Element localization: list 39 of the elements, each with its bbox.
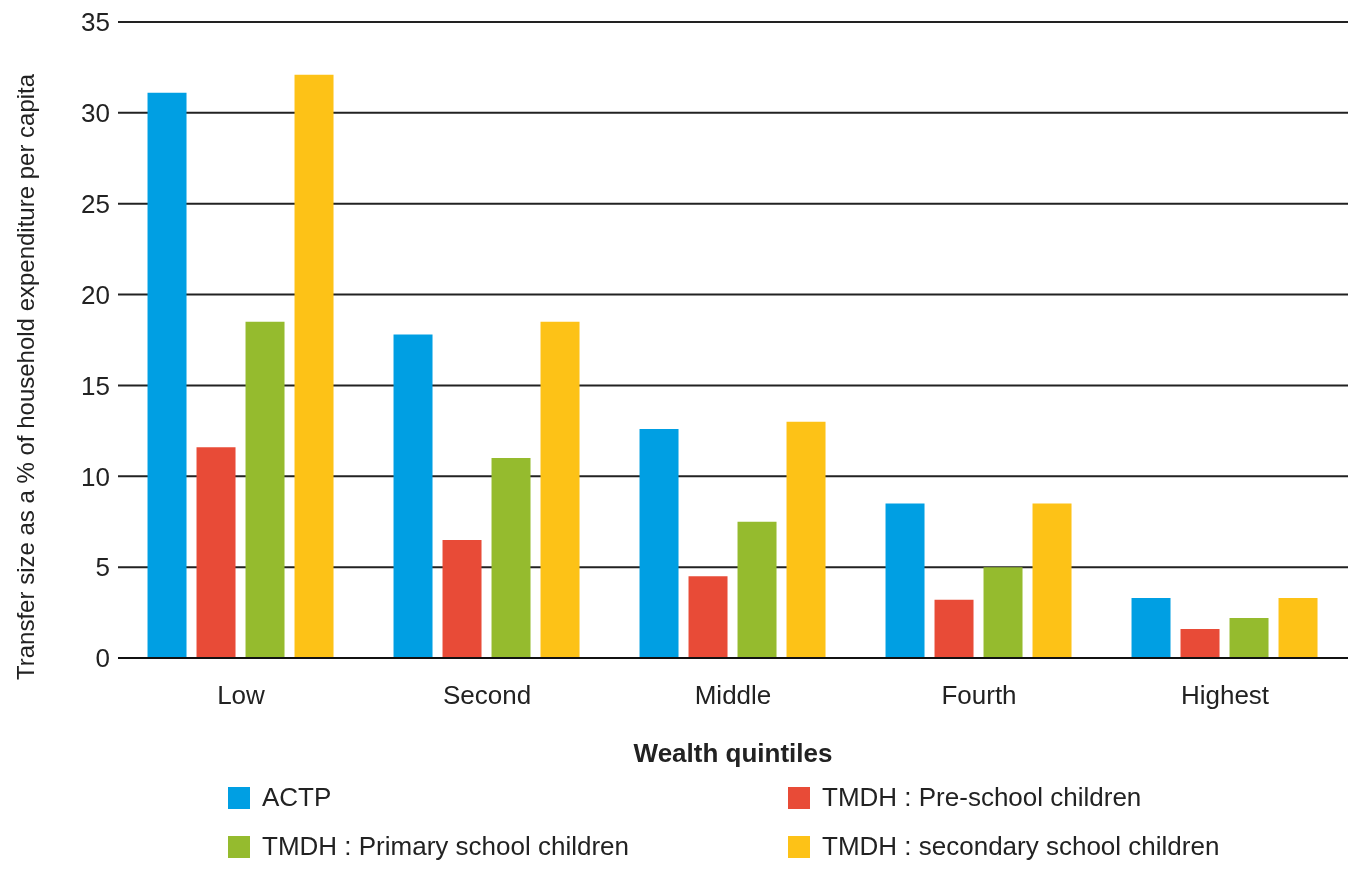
bar — [1180, 628, 1220, 658]
bar — [688, 576, 728, 658]
legend-label: TMDH : Pre-school children — [822, 782, 1142, 813]
legend-label: TMDH : secondary school children — [822, 831, 1220, 862]
y-tick-label: 35 — [81, 7, 110, 38]
bar — [934, 599, 974, 658]
y-tick-label: 20 — [81, 279, 110, 310]
bar — [1229, 618, 1269, 658]
bar — [786, 421, 826, 658]
y-tick-label: 25 — [81, 188, 110, 219]
y-tick-label: 15 — [81, 370, 110, 401]
bar — [885, 503, 925, 658]
x-tick-label: Middle — [694, 680, 772, 711]
bar — [1032, 503, 1072, 658]
bar — [639, 429, 679, 658]
bar — [147, 92, 187, 658]
bar — [196, 447, 236, 658]
x-tick-label: Low — [217, 680, 266, 711]
x-tick-label: Fourth — [941, 680, 1017, 711]
bar — [737, 521, 777, 658]
bar — [1278, 598, 1318, 658]
x-tick-label: Highest — [1180, 680, 1270, 711]
bar — [540, 321, 580, 658]
bar — [442, 539, 482, 658]
bar — [1131, 598, 1171, 658]
y-tick-label: 0 — [95, 643, 110, 674]
bar — [393, 334, 433, 658]
bar — [983, 567, 1023, 658]
legend-label: TMDH : Primary school children — [262, 831, 629, 862]
y-tick-label: 10 — [81, 461, 110, 492]
legend-label: ACTP — [262, 782, 332, 813]
x-axis-title: Wealth quintiles — [633, 738, 833, 768]
bar — [491, 458, 531, 658]
y-axis-title: Transfer size as a % of household expenditure per capita — [11, 73, 39, 680]
bar — [294, 74, 334, 658]
bar — [245, 321, 285, 658]
y-tick-label: 30 — [81, 98, 110, 129]
y-tick-label: 5 — [95, 552, 110, 583]
x-tick-label: Second — [442, 680, 532, 711]
